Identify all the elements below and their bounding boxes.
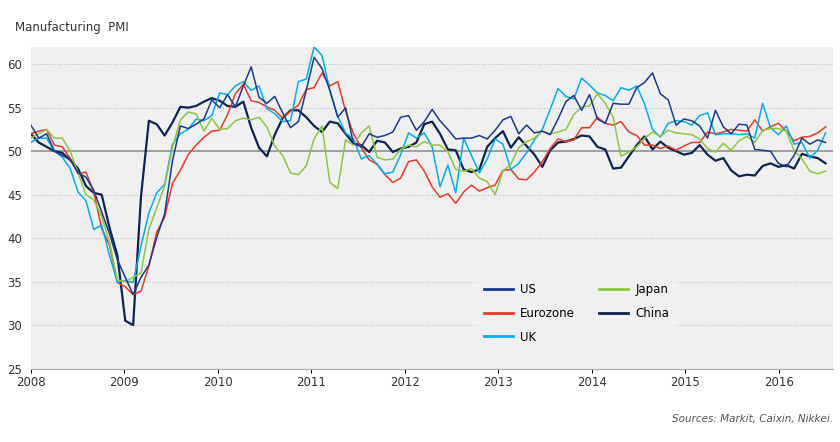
Japan [396, 147, 406, 152]
China [403, 144, 413, 149]
Japan [26, 136, 36, 141]
Eurozone [663, 143, 673, 149]
Line: US: US [31, 57, 826, 295]
Eurozone [128, 292, 138, 297]
UK [601, 93, 611, 98]
US [821, 140, 831, 145]
Japan [601, 101, 611, 106]
UK [821, 130, 831, 136]
US [403, 113, 413, 118]
Japan [592, 91, 602, 96]
UK [663, 121, 673, 126]
China [207, 95, 217, 101]
Japan [821, 168, 831, 174]
Japan [120, 279, 130, 284]
UK [403, 130, 413, 136]
Eurozone [726, 127, 736, 132]
Text: Manufacturing  PMI: Manufacturing PMI [15, 21, 129, 34]
China [601, 147, 611, 152]
UK [207, 113, 217, 118]
Japan [183, 109, 193, 114]
Text: Sources: Markit, Caixin, Nikkei.: Sources: Markit, Caixin, Nikkei. [672, 414, 833, 423]
China [128, 322, 138, 328]
Japan [726, 148, 736, 153]
UK [26, 140, 36, 145]
China [726, 168, 736, 173]
US [726, 131, 736, 137]
Eurozone [403, 159, 413, 164]
Line: China: China [31, 98, 826, 325]
US [663, 97, 673, 103]
China [663, 145, 673, 150]
Line: Japan: Japan [31, 94, 826, 282]
UK [113, 280, 123, 285]
Japan [663, 128, 673, 133]
Eurozone [207, 129, 217, 134]
US [207, 97, 217, 103]
Line: Eurozone: Eurozone [31, 73, 826, 295]
Eurozone [821, 124, 831, 130]
Eurozone [26, 131, 36, 137]
Legend: US, Eurozone, UK, Japan, China: US, Eurozone, UK, Japan, China [474, 274, 679, 353]
China [215, 98, 225, 103]
Line: UK: UK [31, 47, 826, 282]
Eurozone [317, 70, 327, 76]
US [601, 121, 611, 126]
China [26, 131, 36, 137]
UK [183, 127, 193, 132]
US [128, 292, 138, 297]
Japan [207, 115, 217, 121]
China [821, 161, 831, 166]
UK [309, 44, 319, 50]
Eurozone [183, 152, 193, 157]
US [309, 55, 319, 60]
UK [726, 131, 736, 137]
China [183, 105, 193, 110]
Eurozone [601, 121, 611, 126]
US [183, 126, 193, 131]
US [26, 122, 36, 128]
